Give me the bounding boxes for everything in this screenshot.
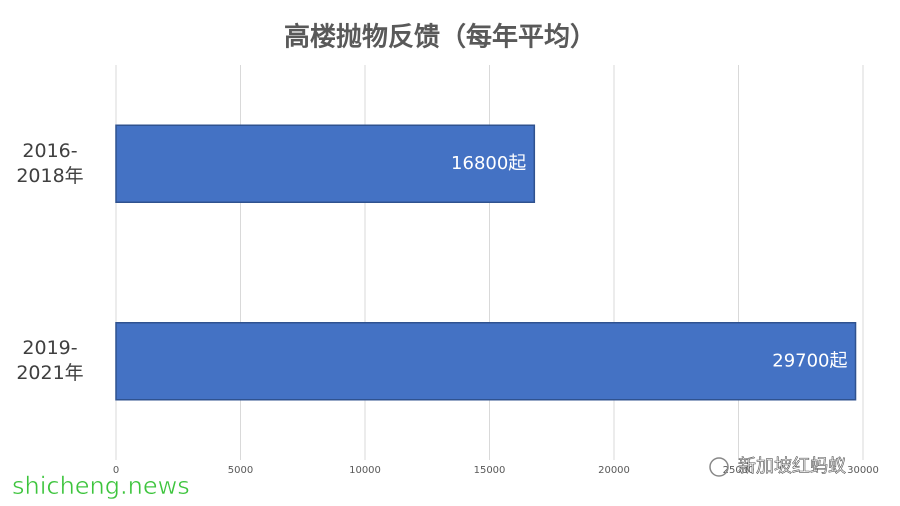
wechat-icon [709,457,729,477]
watermark: shicheng.news [12,472,190,500]
chart-title: 高楼抛物反馈（每年平均） [284,22,596,53]
bar [115,322,857,401]
x-tick-label: 20000 [598,465,630,476]
data-label: 16800起 [451,153,526,174]
x-tick-label: 0 [113,465,119,476]
x-tick-label: 25000 [723,465,755,476]
bar [115,124,536,203]
x-tick-label: 30000 [847,465,879,476]
x-tick-label: 15000 [474,465,506,476]
x-tick-label: 5000 [228,465,253,476]
y-tick-label: 2016- 2018年 [16,139,84,187]
y-tick-label: 2019- 2021年 [16,337,84,385]
watermark: 新加坡红蚂蚁 [738,456,846,477]
x-tick-label: 10000 [349,465,381,476]
data-label: 29700起 [772,350,847,371]
